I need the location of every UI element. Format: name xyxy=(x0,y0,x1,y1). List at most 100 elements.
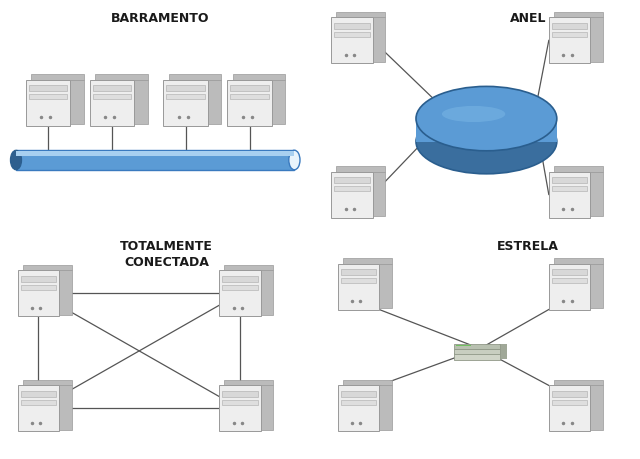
FancyBboxPatch shape xyxy=(552,269,588,275)
FancyBboxPatch shape xyxy=(554,258,603,264)
FancyBboxPatch shape xyxy=(272,80,285,124)
FancyBboxPatch shape xyxy=(548,18,590,64)
Text: BARRAMENTO: BARRAMENTO xyxy=(111,12,209,25)
FancyBboxPatch shape xyxy=(29,86,67,92)
FancyBboxPatch shape xyxy=(95,75,148,80)
FancyBboxPatch shape xyxy=(227,80,272,126)
FancyBboxPatch shape xyxy=(93,95,131,100)
FancyBboxPatch shape xyxy=(456,345,471,346)
FancyBboxPatch shape xyxy=(554,380,603,386)
FancyBboxPatch shape xyxy=(548,386,590,431)
FancyBboxPatch shape xyxy=(552,24,588,30)
FancyBboxPatch shape xyxy=(334,178,370,184)
FancyBboxPatch shape xyxy=(454,345,500,349)
FancyBboxPatch shape xyxy=(590,386,603,430)
FancyBboxPatch shape xyxy=(60,386,72,430)
FancyBboxPatch shape xyxy=(590,264,603,308)
FancyBboxPatch shape xyxy=(499,348,507,353)
FancyBboxPatch shape xyxy=(20,400,56,405)
FancyBboxPatch shape xyxy=(22,265,72,271)
FancyBboxPatch shape xyxy=(219,271,261,317)
FancyBboxPatch shape xyxy=(590,172,603,216)
FancyBboxPatch shape xyxy=(261,271,273,315)
FancyBboxPatch shape xyxy=(16,152,294,157)
FancyBboxPatch shape xyxy=(336,13,385,18)
FancyBboxPatch shape xyxy=(60,271,72,315)
FancyBboxPatch shape xyxy=(338,264,379,310)
FancyBboxPatch shape xyxy=(340,391,376,397)
FancyBboxPatch shape xyxy=(552,187,588,191)
FancyBboxPatch shape xyxy=(340,400,376,405)
FancyBboxPatch shape xyxy=(334,187,370,191)
FancyBboxPatch shape xyxy=(338,386,379,431)
FancyBboxPatch shape xyxy=(224,265,273,271)
FancyBboxPatch shape xyxy=(70,80,84,124)
FancyBboxPatch shape xyxy=(230,86,269,92)
FancyBboxPatch shape xyxy=(454,353,500,360)
FancyBboxPatch shape xyxy=(554,13,603,18)
FancyBboxPatch shape xyxy=(552,33,588,38)
FancyBboxPatch shape xyxy=(166,86,205,92)
FancyBboxPatch shape xyxy=(454,349,500,354)
FancyBboxPatch shape xyxy=(499,344,507,348)
FancyBboxPatch shape xyxy=(334,24,370,30)
Ellipse shape xyxy=(416,87,557,151)
FancyBboxPatch shape xyxy=(20,285,56,290)
FancyBboxPatch shape xyxy=(20,391,56,397)
FancyBboxPatch shape xyxy=(26,80,70,126)
FancyBboxPatch shape xyxy=(379,386,392,430)
FancyBboxPatch shape xyxy=(93,86,131,92)
Ellipse shape xyxy=(416,110,557,174)
FancyBboxPatch shape xyxy=(552,391,588,397)
FancyBboxPatch shape xyxy=(379,264,392,308)
FancyBboxPatch shape xyxy=(336,167,385,172)
Text: ESTRELA: ESTRELA xyxy=(497,239,559,252)
FancyBboxPatch shape xyxy=(332,18,372,64)
Text: ANEL: ANEL xyxy=(509,12,547,25)
Text: CONECTADA: CONECTADA xyxy=(124,255,209,268)
Ellipse shape xyxy=(289,151,300,170)
FancyBboxPatch shape xyxy=(499,353,507,359)
FancyBboxPatch shape xyxy=(22,380,72,386)
FancyBboxPatch shape xyxy=(29,95,67,100)
FancyBboxPatch shape xyxy=(31,75,84,80)
FancyBboxPatch shape xyxy=(168,75,221,80)
FancyBboxPatch shape xyxy=(20,276,56,282)
Text: TOTALMENTE: TOTALMENTE xyxy=(120,239,213,252)
Ellipse shape xyxy=(442,106,506,123)
FancyBboxPatch shape xyxy=(372,18,385,62)
FancyBboxPatch shape xyxy=(261,386,273,430)
FancyBboxPatch shape xyxy=(222,400,258,405)
FancyBboxPatch shape xyxy=(548,172,590,218)
FancyBboxPatch shape xyxy=(17,271,60,317)
FancyBboxPatch shape xyxy=(222,391,258,397)
FancyBboxPatch shape xyxy=(552,178,588,184)
FancyBboxPatch shape xyxy=(340,269,376,275)
FancyBboxPatch shape xyxy=(342,380,392,386)
FancyBboxPatch shape xyxy=(416,119,557,142)
FancyBboxPatch shape xyxy=(17,386,60,431)
FancyBboxPatch shape xyxy=(16,151,294,170)
FancyBboxPatch shape xyxy=(334,33,370,38)
FancyBboxPatch shape xyxy=(208,80,221,124)
Ellipse shape xyxy=(10,151,22,170)
FancyBboxPatch shape xyxy=(552,279,588,283)
FancyBboxPatch shape xyxy=(222,285,258,290)
FancyBboxPatch shape xyxy=(552,400,588,405)
FancyBboxPatch shape xyxy=(134,80,148,124)
FancyBboxPatch shape xyxy=(163,80,208,126)
FancyBboxPatch shape xyxy=(590,18,603,62)
FancyBboxPatch shape xyxy=(548,264,590,310)
FancyBboxPatch shape xyxy=(232,75,285,80)
FancyBboxPatch shape xyxy=(340,279,376,283)
FancyBboxPatch shape xyxy=(554,167,603,172)
FancyBboxPatch shape xyxy=(230,95,269,100)
FancyBboxPatch shape xyxy=(342,258,392,264)
FancyBboxPatch shape xyxy=(219,386,261,431)
FancyBboxPatch shape xyxy=(166,95,205,100)
FancyBboxPatch shape xyxy=(224,380,273,386)
FancyBboxPatch shape xyxy=(222,276,258,282)
FancyBboxPatch shape xyxy=(332,172,372,218)
FancyBboxPatch shape xyxy=(90,80,134,126)
FancyBboxPatch shape xyxy=(372,172,385,216)
